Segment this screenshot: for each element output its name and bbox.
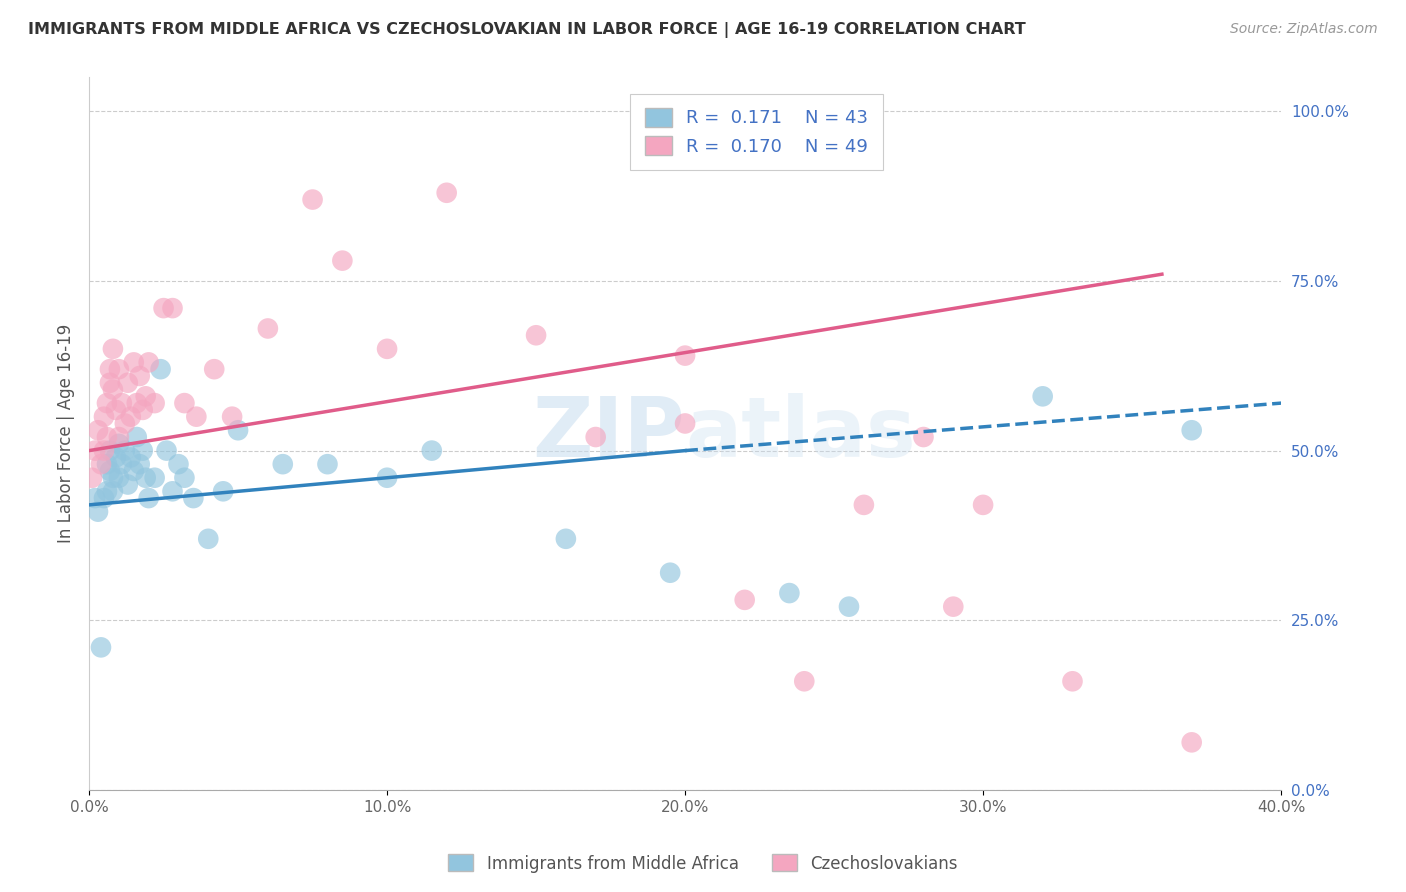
Point bbox=[524, 328, 547, 343]
Point bbox=[197, 532, 219, 546]
Point bbox=[138, 355, 160, 369]
Point bbox=[84, 491, 107, 505]
Point bbox=[120, 450, 142, 465]
Point bbox=[108, 430, 131, 444]
Point bbox=[436, 186, 458, 200]
Point bbox=[108, 471, 131, 485]
Point bbox=[942, 599, 965, 614]
Point bbox=[226, 423, 249, 437]
Point bbox=[135, 471, 157, 485]
Y-axis label: In Labor Force | Age 16-19: In Labor Force | Age 16-19 bbox=[58, 324, 75, 543]
Point bbox=[104, 450, 127, 465]
Point bbox=[162, 484, 184, 499]
Point bbox=[96, 484, 118, 499]
Point bbox=[98, 362, 121, 376]
Point bbox=[167, 457, 190, 471]
Point bbox=[108, 362, 131, 376]
Legend: R =  0.171    N = 43, R =  0.170    N = 49: R = 0.171 N = 43, R = 0.170 N = 49 bbox=[630, 94, 883, 170]
Point bbox=[1181, 735, 1204, 749]
Point bbox=[122, 355, 145, 369]
Text: Source: ZipAtlas.com: Source: ZipAtlas.com bbox=[1230, 22, 1378, 37]
Point bbox=[111, 396, 134, 410]
Point bbox=[734, 592, 756, 607]
Point bbox=[117, 376, 139, 390]
Point bbox=[122, 464, 145, 478]
Point bbox=[375, 342, 398, 356]
Point bbox=[912, 430, 935, 444]
Point bbox=[132, 403, 155, 417]
Point bbox=[554, 532, 576, 546]
Point bbox=[202, 362, 225, 376]
Point bbox=[93, 409, 115, 424]
Point bbox=[972, 498, 994, 512]
Point bbox=[301, 193, 323, 207]
Point bbox=[673, 349, 696, 363]
Point bbox=[143, 396, 166, 410]
Point bbox=[1032, 389, 1054, 403]
Point bbox=[585, 430, 607, 444]
Point bbox=[212, 484, 235, 499]
Point bbox=[98, 464, 121, 478]
Point bbox=[128, 457, 150, 471]
Point bbox=[93, 443, 115, 458]
Point bbox=[778, 586, 800, 600]
Point bbox=[132, 443, 155, 458]
Point bbox=[152, 301, 174, 315]
Text: atlas: atlas bbox=[685, 393, 915, 475]
Point bbox=[125, 430, 148, 444]
Point bbox=[1181, 423, 1204, 437]
Point bbox=[87, 423, 110, 437]
Point bbox=[98, 376, 121, 390]
Text: IMMIGRANTS FROM MIDDLE AFRICA VS CZECHOSLOVAKIAN IN LABOR FORCE | AGE 16-19 CORR: IMMIGRANTS FROM MIDDLE AFRICA VS CZECHOS… bbox=[28, 22, 1026, 38]
Point bbox=[316, 457, 339, 471]
Point bbox=[96, 457, 118, 471]
Point bbox=[128, 368, 150, 383]
Point bbox=[155, 443, 177, 458]
Point bbox=[659, 566, 682, 580]
Point bbox=[173, 471, 195, 485]
Point bbox=[183, 491, 205, 505]
Point bbox=[101, 342, 124, 356]
Point bbox=[98, 443, 121, 458]
Point bbox=[96, 396, 118, 410]
Point bbox=[173, 396, 195, 410]
Point bbox=[138, 491, 160, 505]
Point bbox=[271, 457, 294, 471]
Point bbox=[96, 430, 118, 444]
Point bbox=[135, 389, 157, 403]
Point bbox=[852, 498, 875, 512]
Legend: Immigrants from Middle Africa, Czechoslovakians: Immigrants from Middle Africa, Czechoslo… bbox=[441, 847, 965, 880]
Point bbox=[114, 417, 136, 431]
Point bbox=[114, 443, 136, 458]
Point bbox=[420, 443, 443, 458]
Point bbox=[87, 505, 110, 519]
Point bbox=[375, 471, 398, 485]
Point bbox=[111, 457, 134, 471]
Point bbox=[101, 471, 124, 485]
Point bbox=[186, 409, 208, 424]
Point bbox=[104, 403, 127, 417]
Point bbox=[1062, 674, 1084, 689]
Point bbox=[90, 640, 112, 655]
Point bbox=[125, 396, 148, 410]
Point bbox=[120, 409, 142, 424]
Point bbox=[101, 484, 124, 499]
Point bbox=[673, 417, 696, 431]
Point bbox=[257, 321, 280, 335]
Point bbox=[84, 443, 107, 458]
Point bbox=[108, 437, 131, 451]
Point bbox=[838, 599, 860, 614]
Point bbox=[90, 457, 112, 471]
Point bbox=[143, 471, 166, 485]
Point bbox=[793, 674, 815, 689]
Point bbox=[93, 491, 115, 505]
Point bbox=[149, 362, 172, 376]
Point bbox=[117, 477, 139, 491]
Point bbox=[80, 471, 103, 485]
Point bbox=[221, 409, 243, 424]
Point bbox=[162, 301, 184, 315]
Point bbox=[101, 383, 124, 397]
Text: ZIP: ZIP bbox=[533, 393, 685, 475]
Point bbox=[332, 253, 354, 268]
